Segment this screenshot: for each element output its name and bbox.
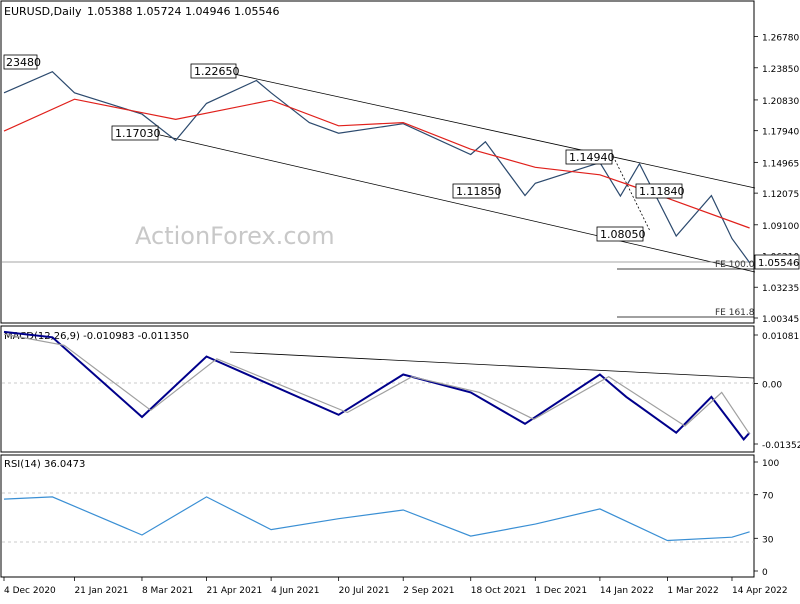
annotation-114940: 1.14940 [565,149,615,165]
annotation-23480: 23480 [3,54,41,70]
y-tick-label: 1.23850 [762,65,799,75]
upper-channel-line [224,71,756,189]
macd-y-axis: 0.01081 0.00 -0.01352 [754,332,800,451]
lower-channel-line [159,134,756,273]
series-line-2-0 [3,496,750,542]
y-tick-label: -0.01352 [762,441,800,451]
rsi-y-axis: 100 70 30 0 [754,459,779,578]
x-tick-label: 1 Mar 2022 [667,586,718,596]
y-tick-label: 1.03235 [762,284,799,294]
y-tick-label: 1.14965 [762,159,799,169]
svg-text:1.17030: 1.17030 [115,127,161,140]
y-tick-label: 100 [762,459,779,469]
x-tick-label: 14 Jan 2022 [600,586,654,596]
macd-title: MACD(12,26,9) -0.010983 -0.011350 [4,331,189,342]
y-tick-label: 1.00345 [762,315,799,325]
y-tick-label: 1.09100 [762,222,799,232]
annotation-117030: 1.17030 [111,125,161,141]
last-price-label: 1.05546 [758,258,799,269]
svg-text:1.11850: 1.11850 [456,185,502,198]
y-tick-label: 70 [762,492,774,502]
price-panel-frame [0,0,755,324]
rsi-series-group [3,496,750,542]
fe100-label: FE 100.0 [715,260,755,270]
last-price-box [754,254,800,270]
series-line-1-1 [3,333,751,435]
fe161-label: FE 161.8 [715,308,755,318]
annotation-108050: 1.08050 [596,226,646,242]
y-tick-label: 0.00 [762,380,782,390]
x-tick-label: 20 Jul 2021 [339,586,390,596]
y-tick-label: 1.17940 [762,128,799,138]
macd-series-group [3,330,751,441]
rsi-title: RSI(14) 36.0473 [4,459,85,470]
macd-panel-frame [0,325,755,453]
macd-trend-line [229,351,755,379]
swing-dashed-line [614,159,651,232]
y-tick-label: 0.01081 [762,332,799,342]
ohlc-readout: 1.05388 1.05724 1.04946 1.05546 [87,5,279,18]
x-tick-label: 2 Sep 2021 [403,586,454,596]
series-line-1-0 [3,330,751,441]
x-tick-label: 18 Oct 2021 [471,586,527,596]
svg-text:1.14940: 1.14940 [569,151,615,164]
price-title: EURUSD,Daily [4,5,82,18]
y-tick-label: 1.20830 [762,97,799,107]
x-tick-label: 8 Mar 2021 [142,586,193,596]
svg-text:23480: 23480 [6,56,41,69]
price-y-axis: 1.26780 1.23850 1.20830 1.17940 1.14965 1.120… [754,34,799,325]
x-axis: 4 Dec 2020 21 Jan 2021 8 Mar 2021 21 Apr 20… [3,577,788,596]
x-tick-label: 21 Apr 2021 [207,586,263,596]
x-tick-label: 1 Dec 2021 [535,586,587,596]
y-tick-label: 30 [762,535,774,545]
series-line-0-1 [3,98,750,229]
watermark: ActionForex.com [135,222,335,250]
y-tick-label: 1.26780 [762,34,799,44]
x-tick-label: 4 Dec 2020 [4,586,56,596]
price-series-group [3,70,751,263]
series-line-0-0 [3,70,751,263]
annotation-111850: 1.11850 [452,183,502,199]
svg-text:1.11840: 1.11840 [639,185,685,198]
x-tick-label: 14 Apr 2022 [732,586,788,596]
rsi-panel-frame [0,454,755,578]
svg-text:1.08050: 1.08050 [600,228,646,241]
x-tick-label: 4 Jun 2021 [271,586,319,596]
y-tick-label: 1.12075 [762,190,799,200]
annotation-122650: 1.22650 [190,63,240,79]
y-tick-label: 0 [762,568,768,578]
svg-text:1.22650: 1.22650 [194,65,240,78]
x-tick-label: 21 Jan 2021 [74,586,128,596]
annotation-111840: 1.11840 [635,183,685,199]
